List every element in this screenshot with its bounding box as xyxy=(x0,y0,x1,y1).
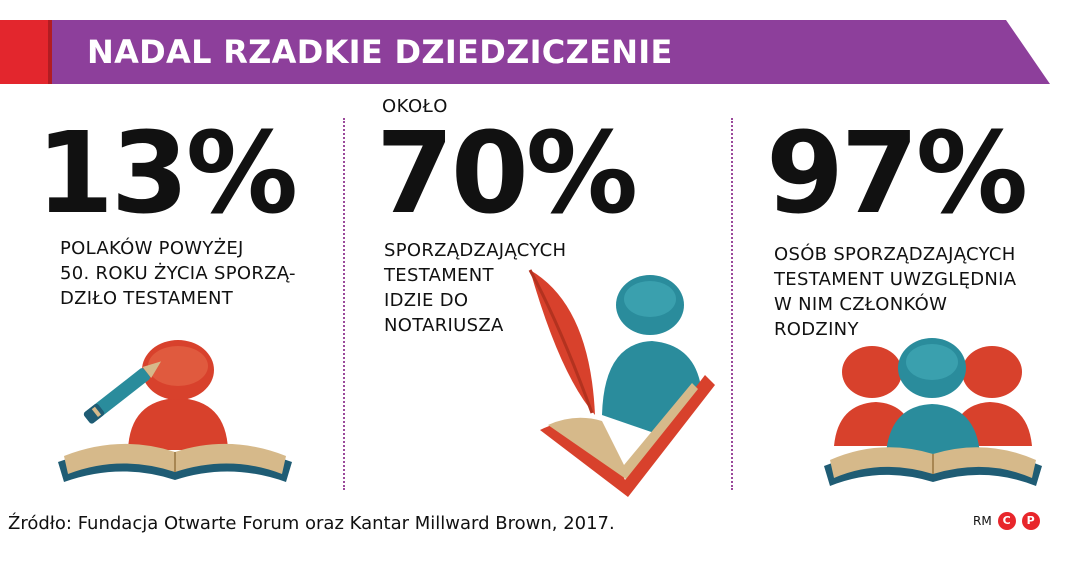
banner-shape xyxy=(0,20,1050,84)
stat-description-2-line: NOTARIUSZA xyxy=(384,315,504,336)
header-banner: NADAL RZADKIE DZIEDZICZENIE xyxy=(0,20,1069,84)
stat-description-1-line: 50. ROKU ŻYCIA SPORZĄ- xyxy=(60,263,296,284)
stat-description-1-line: DZIŁO TESTAMENT xyxy=(60,288,234,309)
family-group-book-icon xyxy=(824,338,1042,486)
stat-description-3: OSÓB SPORZĄDZAJĄCYCH TESTAMENT UWZGLĘDNI… xyxy=(774,242,1016,342)
publisher-mark: P xyxy=(1021,512,1040,530)
stat-value-1: 13% xyxy=(36,109,298,239)
author-initials: RM xyxy=(973,514,992,528)
source-note: Źródło: Fundacja Otwarte Forum oraz Kant… xyxy=(8,513,615,534)
banner-purple-band xyxy=(52,20,1050,84)
copyright-mark: C xyxy=(997,512,1016,530)
stat-description-3-line: W NIM CZŁONKÓW xyxy=(774,294,948,315)
stat-description-3-line: RODZINY xyxy=(774,319,859,340)
credit: RM C P xyxy=(973,512,1040,530)
quill-person-checkmark-icon xyxy=(528,269,715,497)
stat-description-1: POLAKÓW POWYŻEJ 50. ROKU ŻYCIA SPORZĄ- D… xyxy=(60,236,296,311)
stat-value-2: 70% xyxy=(376,109,638,239)
stat-description-2-line: SPORZĄDZAJĄCYCH xyxy=(384,240,567,261)
page-title: NADAL RZADKIE DZIEDZICZENIE xyxy=(87,33,673,71)
stat-description-1-line: POLAKÓW POWYŻEJ xyxy=(60,238,244,259)
stat-description-2-line: IDZIE DO xyxy=(384,290,469,311)
column-divider-1 xyxy=(343,118,345,490)
stat-value-3: 97% xyxy=(766,109,1028,239)
stat-description-3-line: OSÓB SPORZĄDZAJĄCYCH xyxy=(774,244,1016,265)
stat-prefix-2: OKOŁO xyxy=(382,96,448,117)
person-writing-book-icon xyxy=(58,340,292,482)
stat-description-3-line: TESTAMENT UWZGLĘDNIA xyxy=(774,269,1017,290)
stat-description-2: SPORZĄDZAJĄCYCH TESTAMENT IDZIE DO NOTAR… xyxy=(384,238,566,338)
stat-description-2-line: TESTAMENT xyxy=(384,265,494,286)
column-divider-2 xyxy=(731,118,733,490)
